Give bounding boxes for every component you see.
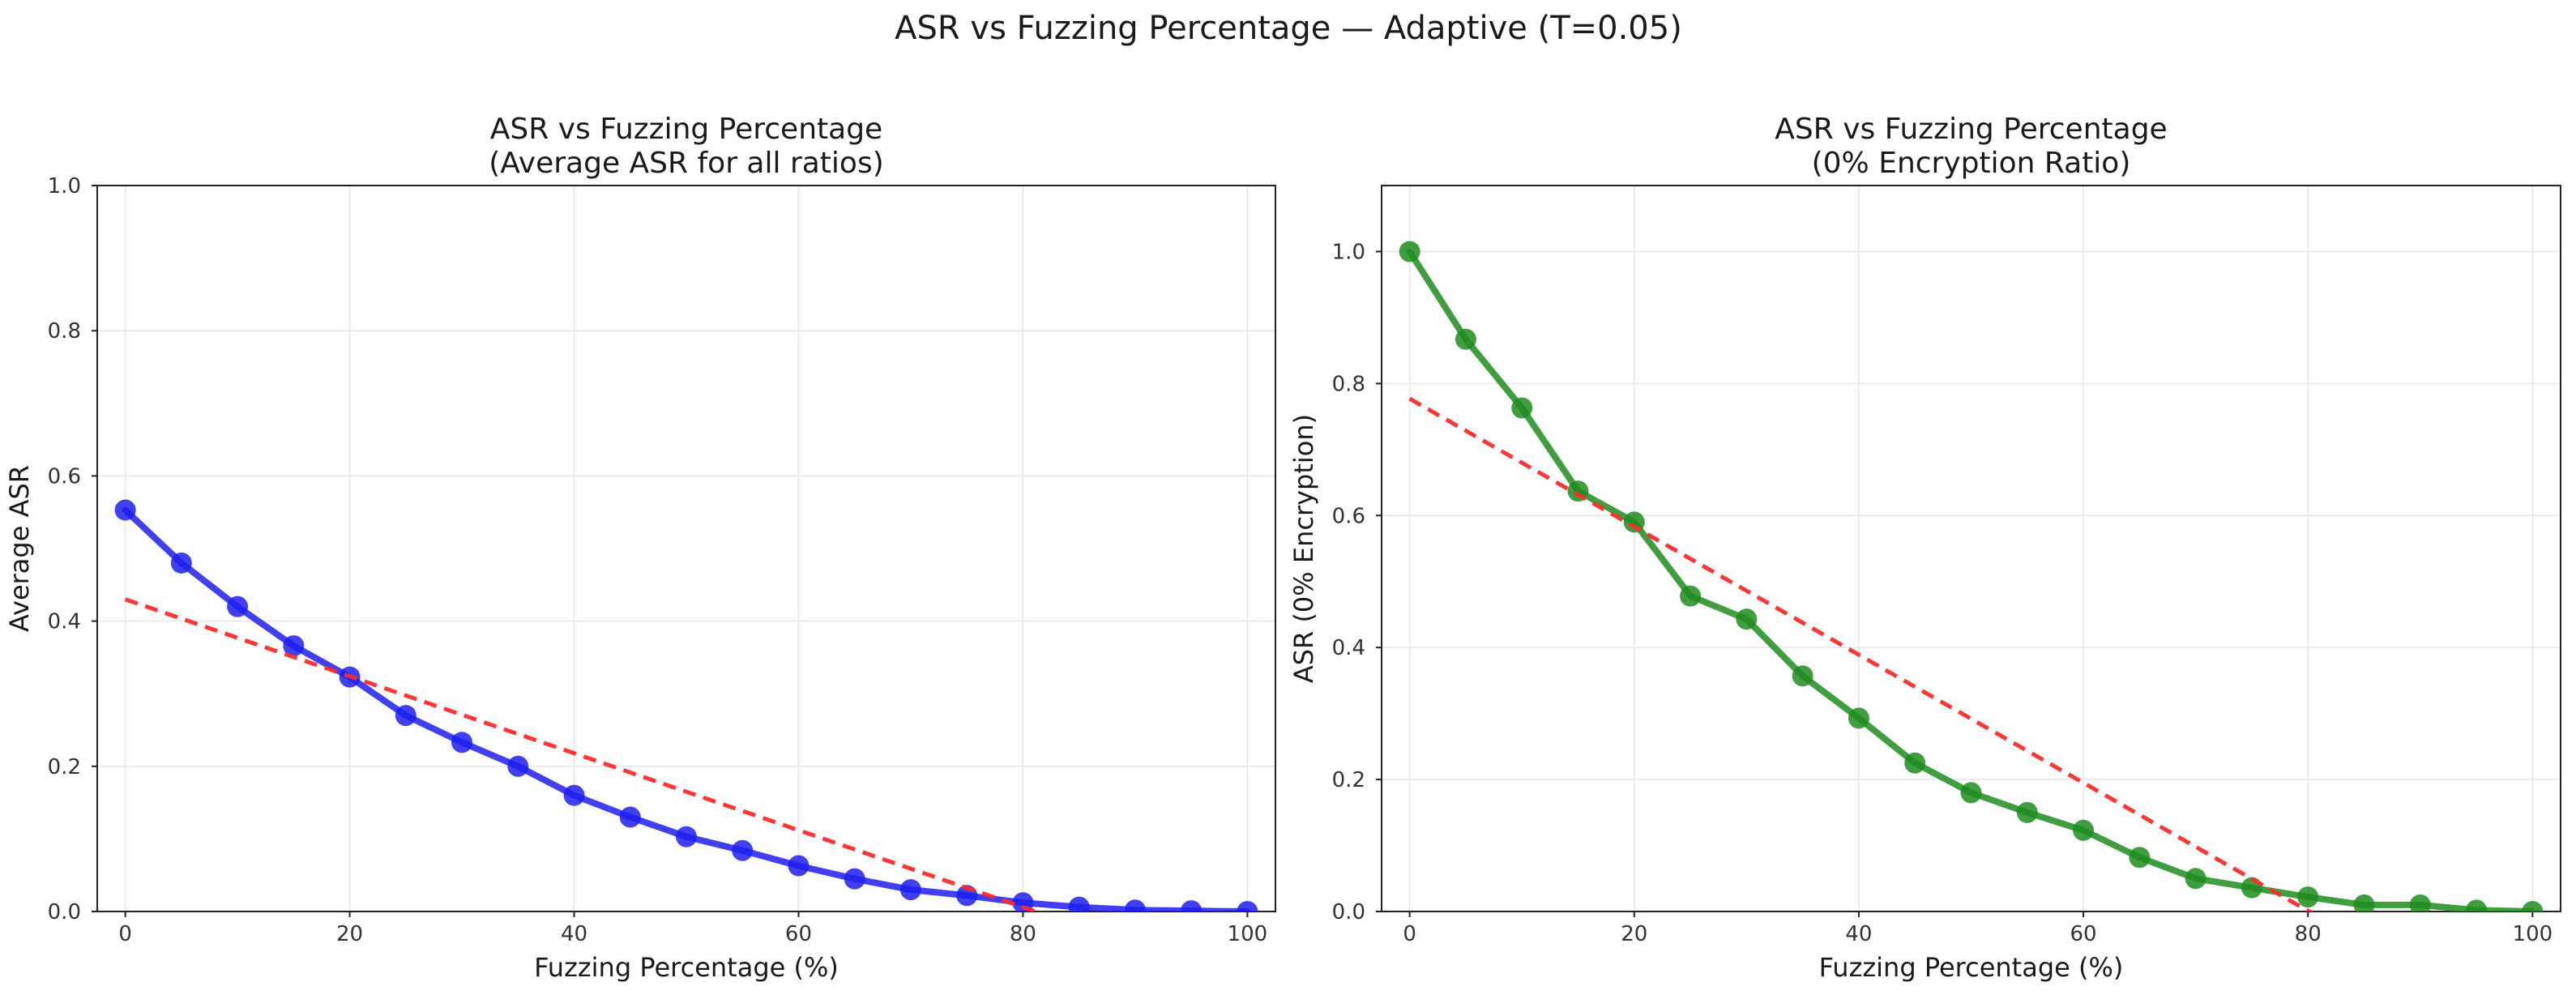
data-point bbox=[170, 552, 192, 574]
data-point bbox=[2129, 847, 2151, 869]
x-tick-label: 0 bbox=[118, 922, 132, 946]
y-tick-label: 1.0 bbox=[48, 174, 81, 199]
data-point bbox=[1399, 241, 1420, 263]
panel-title-line1: ASR vs Fuzzing Percentage bbox=[1775, 113, 2167, 146]
data-point bbox=[1181, 900, 1203, 911]
data-point bbox=[1455, 328, 1476, 350]
x-tick-label: 100 bbox=[1228, 922, 1268, 946]
y-tick-label: 0.8 bbox=[1332, 372, 1365, 396]
trend-line bbox=[124, 597, 1042, 911]
figure-suptitle: ASR vs Fuzzing Percentage — Adaptive (T=… bbox=[895, 10, 1682, 47]
data-point bbox=[1736, 608, 1758, 630]
series-line bbox=[1406, 248, 2536, 911]
data-point bbox=[1792, 665, 1813, 687]
data-point bbox=[844, 868, 865, 890]
x-axis-label: Fuzzing Percentage (%) bbox=[534, 952, 839, 983]
x-tick-label: 80 bbox=[2295, 922, 2322, 946]
y-tick-label: 0.0 bbox=[1332, 900, 1365, 924]
data-point bbox=[114, 499, 136, 521]
data-point bbox=[2073, 819, 2095, 841]
data-point bbox=[507, 755, 529, 777]
data-point bbox=[1904, 752, 1926, 774]
panel-title-line1: ASR vs Fuzzing Percentage bbox=[490, 113, 882, 146]
axes-frame bbox=[1381, 185, 2561, 912]
series-line bbox=[122, 506, 1251, 911]
y-axis-label: Average ASR bbox=[4, 465, 35, 632]
x-axis-label: Fuzzing Percentage (%) bbox=[1819, 952, 2124, 983]
data-point bbox=[1623, 511, 1645, 533]
data-point bbox=[1124, 899, 1146, 911]
data-point bbox=[2297, 886, 2319, 908]
axes-frame bbox=[96, 185, 1276, 912]
data-point bbox=[1012, 892, 1034, 911]
x-tick-label: 20 bbox=[336, 922, 363, 946]
data-point bbox=[395, 705, 417, 727]
x-tick-label: 60 bbox=[2070, 922, 2097, 946]
data-point bbox=[2016, 801, 2038, 823]
data-point bbox=[676, 826, 697, 847]
data-point bbox=[2522, 901, 2544, 911]
left-panel: 0 20 40 60 80 100 0.0 0.2 0.4 0.6 0.8 1.0 ASR vs Fuz… bbox=[4, 113, 1276, 983]
data-point bbox=[1511, 397, 1533, 419]
data-point bbox=[788, 855, 810, 877]
data-point bbox=[563, 784, 585, 806]
panel-title-line2: (Average ASR for all ratios) bbox=[489, 147, 884, 180]
y-tick-label: 0.2 bbox=[48, 755, 81, 779]
y-tick-label: 1.0 bbox=[1332, 240, 1365, 264]
data-point bbox=[227, 596, 249, 617]
data-point bbox=[2353, 894, 2375, 911]
x-tick-label: 100 bbox=[2513, 922, 2553, 946]
x-tick-label: 0 bbox=[1403, 922, 1416, 946]
data-point bbox=[619, 806, 641, 828]
plot-area bbox=[114, 499, 1258, 911]
x-tick-label: 60 bbox=[785, 922, 812, 946]
y-tick-label: 0.6 bbox=[1332, 504, 1365, 528]
x-tick-label: 40 bbox=[1845, 922, 1872, 946]
data-point bbox=[451, 732, 473, 754]
data-point bbox=[2466, 899, 2488, 911]
x-tick-label: 20 bbox=[1621, 922, 1647, 946]
data-point bbox=[2185, 868, 2206, 890]
y-tick-label: 0.2 bbox=[1332, 768, 1365, 792]
y-tick-label: 0.8 bbox=[48, 319, 81, 344]
data-point bbox=[899, 879, 921, 901]
y-tick-label: 0.6 bbox=[48, 464, 81, 489]
x-tick-label: 80 bbox=[1010, 922, 1036, 946]
trend-line bbox=[1408, 396, 2313, 911]
data-point bbox=[2409, 894, 2431, 911]
y-tick-label: 0.4 bbox=[48, 610, 81, 634]
y-axis-label: ASR (0% Encryption) bbox=[1288, 414, 1319, 683]
panel-title-line2: (0% Encryption Ratio) bbox=[1812, 147, 2131, 180]
data-point bbox=[283, 635, 305, 657]
y-tick-label: 0.4 bbox=[1332, 636, 1365, 660]
y-tick-label: 0.0 bbox=[48, 900, 81, 924]
data-point bbox=[1960, 782, 1982, 804]
data-point bbox=[1680, 585, 1702, 607]
data-point bbox=[1848, 707, 1869, 729]
right-panel: 0 20 40 60 80 100 0.0 0.2 0.4 0.6 0.8 1.0 ASR vs Fuz… bbox=[1288, 113, 2561, 983]
data-point bbox=[732, 839, 754, 861]
data-point bbox=[1237, 901, 1258, 911]
x-tick-label: 40 bbox=[561, 922, 587, 946]
data-point bbox=[1068, 896, 1090, 911]
plot-area bbox=[1399, 241, 2544, 911]
